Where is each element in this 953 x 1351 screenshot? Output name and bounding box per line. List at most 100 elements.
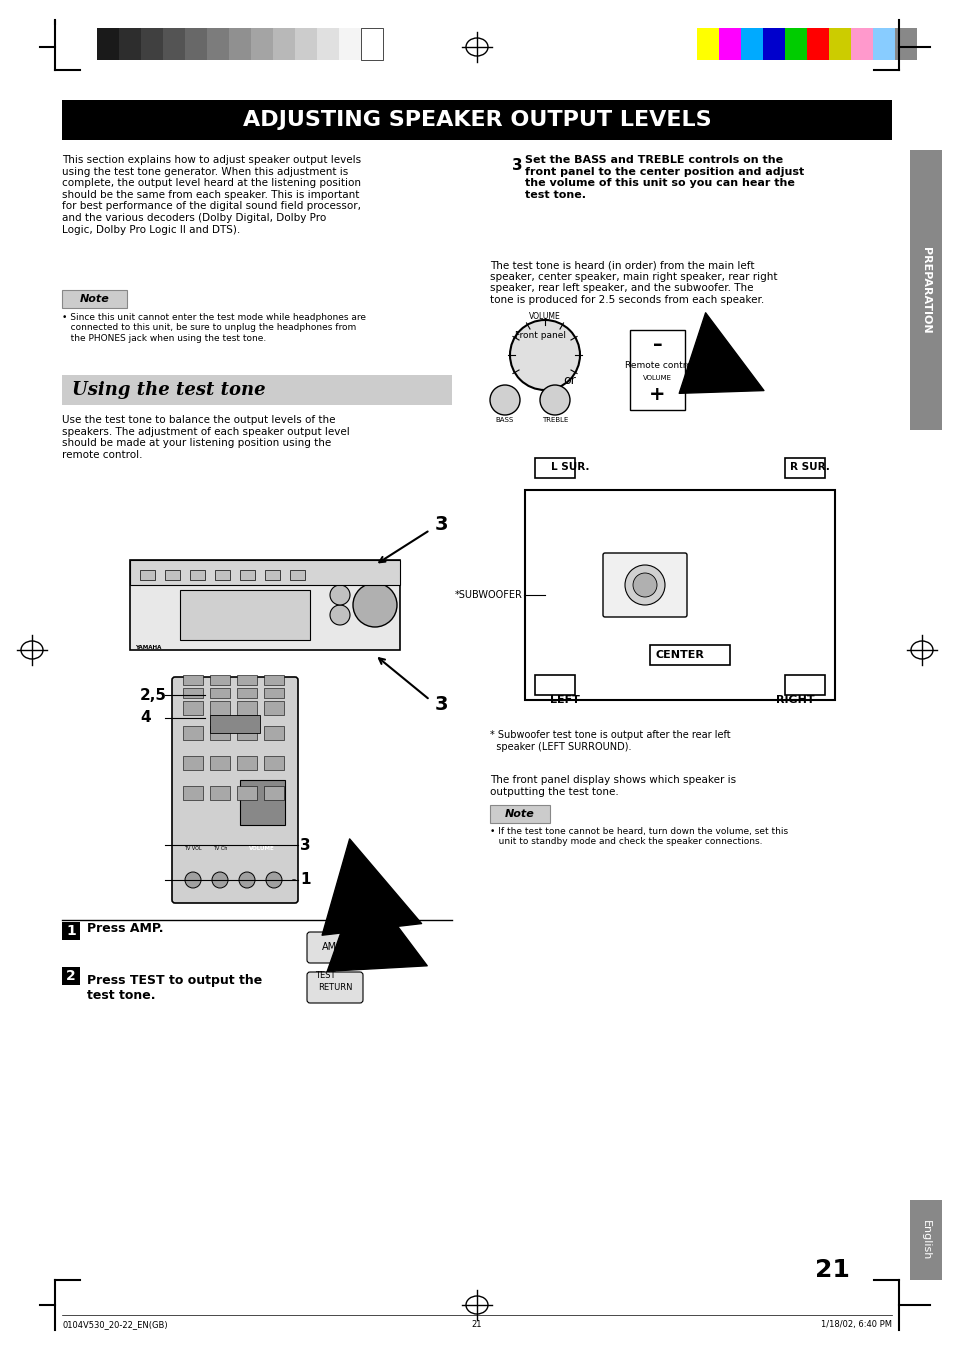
Text: Note: Note	[504, 809, 535, 819]
Bar	[183, 757, 203, 770]
Bar	[210, 715, 260, 734]
Bar	[62, 100, 891, 141]
Bar	[140, 570, 154, 580]
FancyBboxPatch shape	[602, 553, 686, 617]
Text: ADJUSTING SPEAKER OUTPUT LEVELS: ADJUSTING SPEAKER OUTPUT LEVELS	[242, 109, 711, 130]
Bar	[524, 490, 834, 700]
Bar	[62, 290, 127, 308]
Circle shape	[239, 871, 254, 888]
Text: AMP: AMP	[321, 942, 342, 952]
Bar	[236, 676, 256, 685]
Text: TV VOL: TV VOL	[184, 846, 202, 851]
Circle shape	[539, 385, 569, 415]
Text: RETURN: RETURN	[317, 982, 352, 992]
Text: 0104V530_20-22_EN(GB): 0104V530_20-22_EN(GB)	[62, 1320, 168, 1329]
Bar	[909, 150, 941, 430]
Text: 3: 3	[512, 158, 522, 173]
Bar	[294, 28, 316, 59]
Text: * Subwoofer test tone is output after the rear left
  speaker (LEFT SURROUND).: * Subwoofer test tone is output after th…	[490, 730, 730, 751]
Bar	[740, 28, 762, 59]
Bar	[210, 676, 230, 685]
Text: 3: 3	[299, 838, 311, 852]
Bar	[719, 28, 740, 59]
Bar	[214, 570, 230, 580]
Bar	[784, 28, 806, 59]
Bar	[210, 701, 230, 715]
Bar	[207, 28, 229, 59]
Bar	[649, 644, 729, 665]
Bar	[210, 688, 230, 698]
Text: TREBLE: TREBLE	[541, 417, 568, 423]
Text: This section explains how to adjust speaker output levels
using the test tone ge: This section explains how to adjust spea…	[62, 155, 361, 235]
Bar	[185, 28, 207, 59]
Bar	[183, 676, 203, 685]
Circle shape	[185, 871, 201, 888]
Text: 1: 1	[299, 873, 310, 888]
Bar	[338, 28, 360, 59]
Text: VOLUME: VOLUME	[529, 312, 560, 322]
Bar	[784, 676, 824, 694]
Text: BASS: BASS	[496, 417, 514, 423]
Bar	[265, 570, 280, 580]
Bar	[236, 757, 256, 770]
Bar	[240, 780, 285, 825]
Text: The test tone is heard (in order) from the main left
speaker, center speaker, ma: The test tone is heard (in order) from t…	[490, 259, 777, 305]
Circle shape	[330, 585, 350, 605]
Bar	[236, 725, 256, 740]
Bar	[828, 28, 850, 59]
Bar	[316, 28, 338, 59]
Bar	[310, 970, 359, 982]
Bar	[210, 786, 230, 800]
Bar	[909, 1200, 941, 1279]
FancyBboxPatch shape	[172, 677, 297, 902]
Bar	[183, 701, 203, 715]
Bar	[264, 757, 284, 770]
Circle shape	[266, 871, 282, 888]
Text: VOLUME: VOLUME	[249, 846, 274, 851]
Bar	[210, 757, 230, 770]
Text: L SUR.: L SUR.	[550, 462, 589, 471]
Text: or: or	[563, 373, 576, 386]
Bar	[62, 967, 80, 985]
Bar	[119, 28, 141, 59]
Text: 1: 1	[66, 924, 76, 938]
Bar	[183, 725, 203, 740]
Bar	[165, 570, 180, 580]
Circle shape	[490, 385, 519, 415]
Bar	[264, 786, 284, 800]
Circle shape	[624, 565, 664, 605]
Circle shape	[330, 605, 350, 626]
Bar	[490, 805, 550, 823]
Text: 2: 2	[66, 969, 76, 984]
Text: R SUR.: R SUR.	[789, 462, 829, 471]
FancyBboxPatch shape	[307, 932, 357, 963]
Bar	[629, 330, 684, 409]
Text: • If the test tone cannot be heard, turn down the volume, set this
   unit to st: • If the test tone cannot be heard, turn…	[490, 827, 787, 846]
Bar	[163, 28, 185, 59]
Bar	[273, 28, 294, 59]
Text: –: –	[652, 335, 661, 354]
Text: 21: 21	[814, 1258, 849, 1282]
Bar	[360, 28, 382, 59]
Text: Press TEST to output the
test tone.: Press TEST to output the test tone.	[87, 974, 262, 1002]
Text: Using the test tone: Using the test tone	[71, 381, 265, 399]
Text: 21: 21	[471, 1320, 482, 1329]
Text: CENTER: CENTER	[655, 650, 703, 661]
Bar	[535, 676, 575, 694]
Bar	[183, 688, 203, 698]
Bar	[806, 28, 828, 59]
Bar	[872, 28, 894, 59]
Circle shape	[353, 584, 396, 627]
Text: VOLUME: VOLUME	[642, 376, 671, 381]
Bar	[236, 688, 256, 698]
Bar	[264, 688, 284, 698]
Circle shape	[212, 871, 228, 888]
Bar	[264, 701, 284, 715]
Text: 2,5: 2,5	[140, 688, 167, 703]
Text: Remote control: Remote control	[624, 361, 694, 370]
Bar	[264, 725, 284, 740]
Bar	[264, 676, 284, 685]
Bar	[141, 28, 163, 59]
Text: 1/18/02, 6:40 PM: 1/18/02, 6:40 PM	[821, 1320, 891, 1329]
Bar	[784, 458, 824, 478]
